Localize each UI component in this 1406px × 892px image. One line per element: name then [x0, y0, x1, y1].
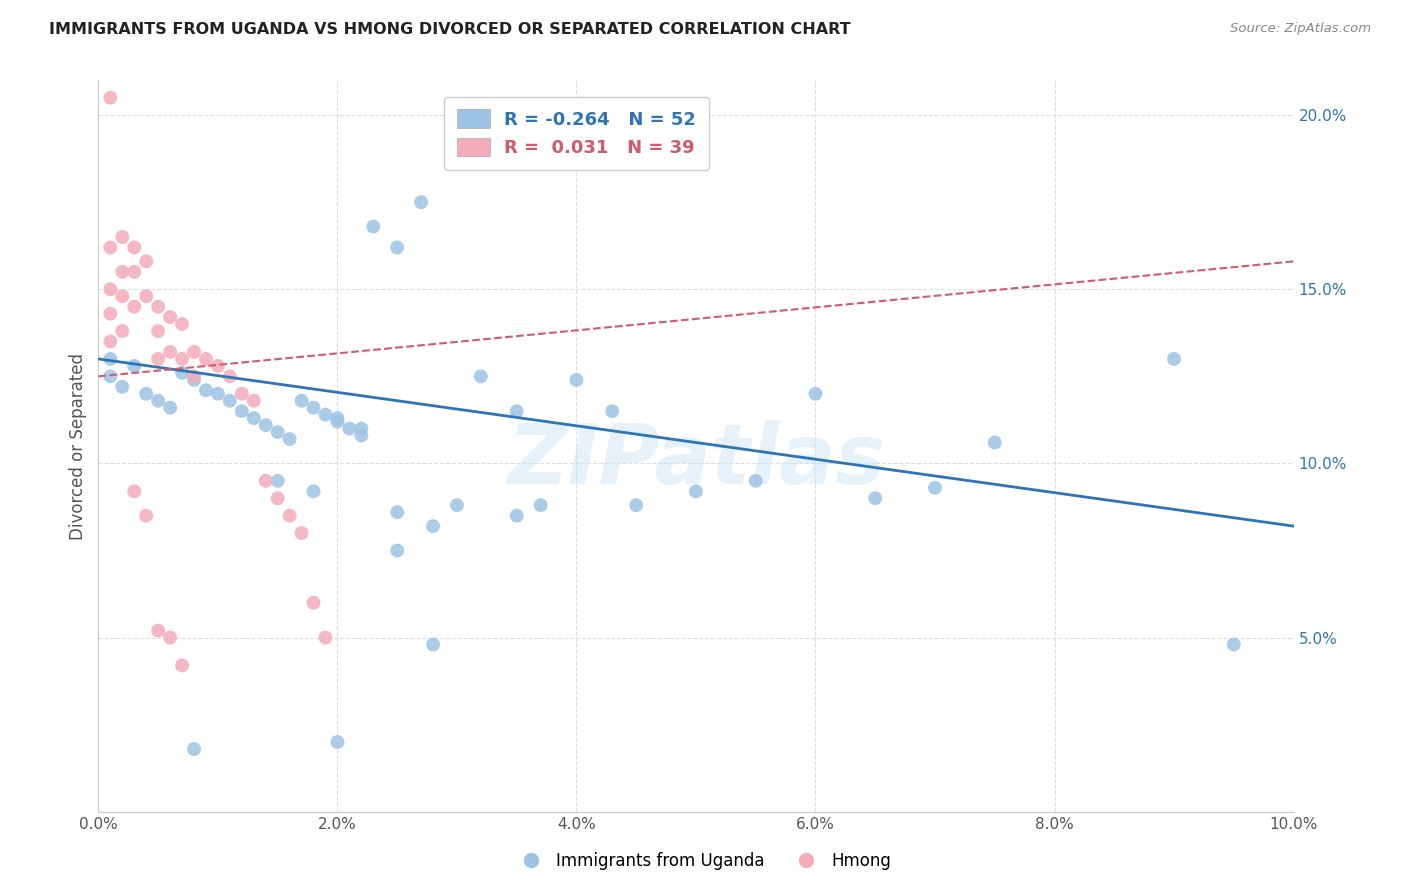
- Point: [339, 421, 361, 435]
- Point: [148, 624, 170, 638]
- Point: [172, 317, 194, 331]
- Point: [254, 418, 277, 433]
- Point: [207, 359, 229, 373]
- Text: IMMIGRANTS FROM UGANDA VS HMONG DIVORCED OR SEPARATED CORRELATION CHART: IMMIGRANTS FROM UGANDA VS HMONG DIVORCED…: [49, 22, 851, 37]
- Point: [148, 393, 170, 408]
- Point: [135, 289, 157, 303]
- Point: [267, 425, 290, 439]
- Point: [148, 300, 170, 314]
- Point: [124, 300, 146, 314]
- Point: [195, 351, 218, 366]
- Point: [124, 265, 146, 279]
- Point: [565, 373, 588, 387]
- Point: [148, 351, 170, 366]
- Point: [326, 735, 349, 749]
- Point: [302, 596, 325, 610]
- Point: [111, 289, 134, 303]
- Point: [291, 393, 314, 408]
- Point: [159, 631, 181, 645]
- Point: [1223, 638, 1246, 652]
- Point: [685, 484, 707, 499]
- Point: [124, 240, 146, 254]
- Point: [804, 386, 827, 401]
- Legend: Immigrants from Uganda, Hmong: Immigrants from Uganda, Hmong: [508, 846, 898, 877]
- Point: [291, 526, 314, 541]
- Point: [98, 334, 122, 349]
- Point: [302, 484, 325, 499]
- Point: [98, 307, 122, 321]
- Point: [98, 91, 122, 105]
- Point: [135, 508, 157, 523]
- Point: [111, 380, 134, 394]
- Point: [219, 369, 242, 384]
- Point: [172, 366, 194, 380]
- Point: [470, 369, 492, 384]
- Point: [124, 359, 146, 373]
- Point: [315, 631, 337, 645]
- Text: Source: ZipAtlas.com: Source: ZipAtlas.com: [1230, 22, 1371, 36]
- Point: [267, 491, 290, 506]
- Point: [111, 265, 134, 279]
- Point: [278, 508, 301, 523]
- Point: [148, 324, 170, 338]
- Point: [172, 351, 194, 366]
- Point: [98, 369, 122, 384]
- Point: [315, 408, 337, 422]
- Point: [98, 240, 122, 254]
- Point: [385, 240, 409, 254]
- Point: [124, 484, 146, 499]
- Point: [326, 411, 349, 425]
- Point: [111, 324, 134, 338]
- Point: [183, 373, 205, 387]
- Point: [135, 386, 157, 401]
- Point: [1163, 351, 1185, 366]
- Point: [984, 435, 1007, 450]
- Point: [195, 384, 218, 398]
- Point: [183, 369, 205, 384]
- Point: [231, 404, 253, 418]
- Point: [98, 351, 122, 366]
- Point: [219, 393, 242, 408]
- Point: [183, 345, 205, 359]
- Point: [385, 543, 409, 558]
- Point: [506, 404, 529, 418]
- Point: [422, 638, 444, 652]
- Y-axis label: Divorced or Separated: Divorced or Separated: [69, 352, 87, 540]
- Point: [506, 508, 529, 523]
- Point: [530, 498, 553, 512]
- Point: [243, 411, 266, 425]
- Point: [626, 498, 648, 512]
- Point: [602, 404, 624, 418]
- Point: [111, 230, 134, 244]
- Point: [172, 658, 194, 673]
- Point: [98, 282, 122, 296]
- Point: [243, 393, 266, 408]
- Point: [159, 310, 181, 325]
- Point: [865, 491, 887, 506]
- Point: [411, 195, 433, 210]
- Point: [326, 415, 349, 429]
- Point: [183, 742, 205, 756]
- Point: [231, 386, 253, 401]
- Point: [385, 505, 409, 519]
- Legend: R = -0.264   N = 52, R =  0.031   N = 39: R = -0.264 N = 52, R = 0.031 N = 39: [444, 96, 709, 169]
- Point: [924, 481, 946, 495]
- Point: [278, 432, 301, 446]
- Text: ZIPatlas: ZIPatlas: [508, 420, 884, 501]
- Point: [254, 474, 277, 488]
- Point: [207, 386, 229, 401]
- Point: [135, 254, 157, 268]
- Point: [745, 474, 768, 488]
- Point: [267, 474, 290, 488]
- Point: [422, 519, 444, 533]
- Point: [302, 401, 325, 415]
- Point: [159, 401, 181, 415]
- Point: [350, 421, 373, 435]
- Point: [350, 428, 373, 442]
- Point: [159, 345, 181, 359]
- Point: [363, 219, 385, 234]
- Point: [446, 498, 468, 512]
